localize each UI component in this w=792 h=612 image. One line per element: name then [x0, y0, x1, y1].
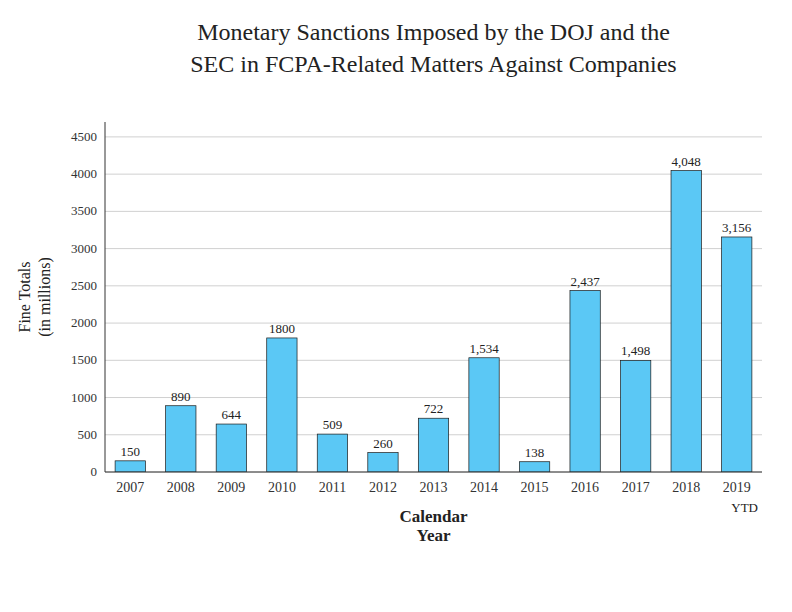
grid-line [105, 248, 762, 249]
y-tick-label: 3500 [71, 203, 97, 218]
data-label: 150 [121, 444, 141, 459]
data-label: 890 [171, 389, 191, 404]
x-tick-label: 2013 [420, 480, 448, 495]
x-tick-label: 2008 [167, 480, 195, 495]
x-tick-label: 2012 [369, 480, 397, 495]
grid-line [105, 285, 762, 286]
data-label: 509 [323, 417, 343, 432]
x-axis-line [105, 472, 762, 473]
grid-line [105, 174, 762, 175]
y-tick-label: 0 [91, 464, 98, 479]
y-tick-label: 2000 [71, 315, 97, 330]
bar [115, 461, 145, 472]
grid-line [105, 360, 762, 361]
x-tick-label: 2018 [672, 480, 700, 495]
y-axis-line [105, 122, 106, 472]
x-tick-label: 2010 [268, 480, 296, 495]
y-tick-label: 4500 [71, 129, 97, 144]
bars [115, 171, 752, 472]
bar [671, 171, 701, 472]
bar [267, 338, 297, 472]
data-label: 3,156 [722, 220, 752, 235]
x-axis-label: Calendar [400, 507, 468, 526]
y-tick-label: 3000 [71, 241, 97, 256]
x-tick-label: 2007 [116, 480, 144, 495]
bar [317, 434, 347, 472]
data-label: 138 [525, 445, 545, 460]
title: Monetary Sanctions Imposed by the DOJ an… [197, 19, 670, 45]
x-tick-label: 2016 [571, 480, 599, 495]
data-label: 2,437 [570, 274, 600, 289]
x-tick-label: 2014 [470, 480, 498, 495]
bar [570, 291, 600, 472]
y-tick-label: 1500 [71, 352, 97, 367]
x-axis-label: Year [417, 526, 451, 545]
y-tick-label: 1000 [71, 390, 97, 405]
data-label: 1,498 [621, 343, 650, 358]
y-tick-label: 500 [78, 427, 98, 442]
x-tick-label: 2009 [217, 480, 245, 495]
grid-line [105, 136, 762, 137]
data-label: 1,534 [469, 341, 499, 356]
chart-container: Monetary Sanctions Imposed by the DOJ an… [0, 0, 792, 612]
bar [469, 358, 499, 472]
data-label: 644 [222, 407, 242, 422]
x-tick-label: 2015 [521, 480, 549, 495]
data-label: 1800 [269, 321, 295, 336]
bar [519, 462, 549, 472]
bar [166, 406, 196, 472]
grid-line [105, 211, 762, 212]
bar [216, 424, 246, 472]
y-tick-label: 2500 [71, 278, 97, 293]
title: SEC in FCPA-Related Matters Against Comp… [190, 51, 676, 77]
data-label: 260 [373, 436, 393, 451]
bar [620, 360, 650, 472]
y-tick-label: 4000 [71, 166, 97, 181]
x-tick-label: 2019 [723, 480, 751, 495]
background [0, 0, 792, 612]
annotation: YTD [731, 500, 758, 515]
x-tick-label: 2017 [622, 480, 650, 495]
bar [368, 453, 398, 472]
bar [418, 418, 448, 472]
x-tick-label: 2011 [319, 480, 346, 495]
chart-svg: Monetary Sanctions Imposed by the DOJ an… [0, 0, 792, 612]
data-label: 722 [424, 401, 444, 416]
grid-line [105, 323, 762, 324]
data-label: 4,048 [672, 154, 701, 169]
y-axis-label: (in millions) [36, 257, 54, 337]
bar [722, 237, 752, 472]
y-axis-label: Fine Totals [16, 261, 33, 332]
page: {"chart_data": {"type": "bar", "title": … [0, 0, 792, 612]
grid-line [105, 397, 762, 398]
grid-line [105, 472, 762, 473]
